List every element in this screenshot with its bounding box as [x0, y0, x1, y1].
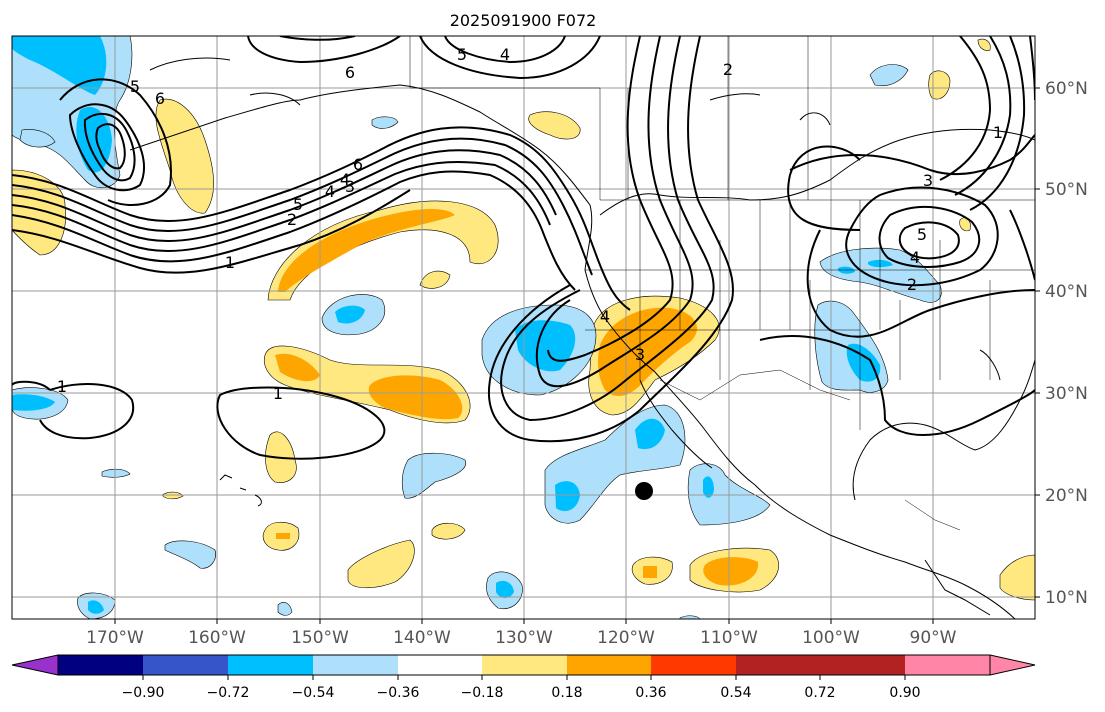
storm-center-marker	[635, 482, 653, 500]
contour-label: 3	[923, 171, 933, 190]
contour-labels: 6 5 4 4 5 6 5 4 3 2 1 1 1 6 4 3 2 3 4 5 …	[57, 45, 1003, 403]
colorbar-tick-label: 0.72	[804, 685, 835, 701]
contour-label: 1	[273, 384, 283, 403]
longitude-labels: 170°W 160°W 150°W 140°W 130°W 120°W 110°…	[86, 628, 957, 648]
contour-label: 5	[917, 225, 927, 244]
colorbar-segment	[736, 655, 820, 675]
contour-label: 4	[340, 170, 350, 189]
colorbar-extend-left	[11, 654, 59, 676]
lon-label: 140°W	[393, 628, 451, 648]
colorbar-tick-label: −0.36	[377, 685, 420, 701]
contour-label: 1	[57, 377, 67, 396]
lon-label: 120°W	[597, 628, 655, 648]
contour-label: 2	[287, 210, 297, 229]
colorbar-tick-label: 0.18	[551, 685, 582, 701]
anomaly-contours	[12, 36, 1035, 460]
colorbar-tick-label: −0.18	[461, 685, 504, 701]
contour-label: 1	[993, 123, 1003, 142]
colorbar-segment	[651, 655, 736, 675]
lon-label: 130°W	[495, 628, 553, 648]
colorbar-tick-label: −0.90	[122, 685, 165, 701]
contour-label: 6	[345, 63, 355, 82]
map-title: 2025091900 F072	[450, 11, 597, 30]
lon-label: 110°W	[700, 628, 758, 648]
colorbar-segment	[482, 655, 567, 675]
lon-label: 160°W	[188, 628, 246, 648]
lat-label: 30°N	[1045, 384, 1088, 404]
colorbar-segment	[143, 655, 228, 675]
lat-label: 20°N	[1045, 486, 1088, 506]
colorbar-segment	[313, 655, 398, 675]
lat-label: 40°N	[1045, 282, 1088, 302]
colorbar-tick-label: −0.72	[207, 685, 250, 701]
colorbar: −0.90 −0.72 −0.54 −0.36 −0.18 0.18 0.36 …	[11, 654, 1036, 701]
map-area: 6 5 4 4 5 6 5 4 3 2 1 1 1 6 4 3 2 3 4 5 …	[12, 36, 1035, 619]
colorbar-tick-label: 0.54	[720, 685, 751, 701]
lat-label: 60°N	[1045, 79, 1088, 99]
contour-label: 2	[907, 275, 917, 294]
contour-label: 2	[723, 60, 733, 79]
colorbar-segment	[398, 655, 482, 675]
contour-label: 3	[345, 177, 355, 196]
contour-label: 6	[353, 155, 363, 174]
contour-label: 5	[130, 77, 140, 96]
colorbar-segment	[58, 655, 143, 675]
lon-label: 100°W	[802, 628, 860, 648]
colorbar-segment	[820, 655, 905, 675]
lon-label: 90°W	[910, 628, 957, 648]
contour-label: 6	[155, 89, 165, 108]
colorbar-tick-label: 0.36	[635, 685, 666, 701]
colorbar-segment	[567, 655, 651, 675]
longitude-ticks	[114, 619, 934, 624]
contour-label: 4	[325, 182, 335, 201]
colorbar-tick-label: −0.54	[292, 685, 335, 701]
colorbar-tick-label: 0.90	[889, 685, 920, 701]
negative-anomaly-fill	[12, 36, 942, 619]
positive-anomaly-fill	[12, 38, 1035, 601]
lat-label: 50°N	[1045, 180, 1088, 200]
latitude-labels: 60°N 50°N 40°N 30°N 20°N 10°N	[1045, 79, 1088, 608]
colorbar-extend-right	[905, 655, 1035, 675]
contour-label: 5	[293, 195, 303, 214]
graticule	[12, 36, 1035, 619]
lat-label: 10°N	[1045, 588, 1088, 608]
contour-label: 3	[635, 345, 645, 364]
contour-label: 4	[910, 248, 920, 267]
contour-label: 5	[457, 45, 467, 64]
lon-label: 150°W	[291, 628, 349, 648]
lon-label: 170°W	[86, 628, 144, 648]
latitude-ticks	[1035, 87, 1040, 598]
contour-label: 4	[600, 307, 610, 326]
colorbar-segment	[228, 655, 313, 675]
contour-label: 4	[500, 45, 510, 64]
contour-label: 1	[225, 253, 235, 272]
